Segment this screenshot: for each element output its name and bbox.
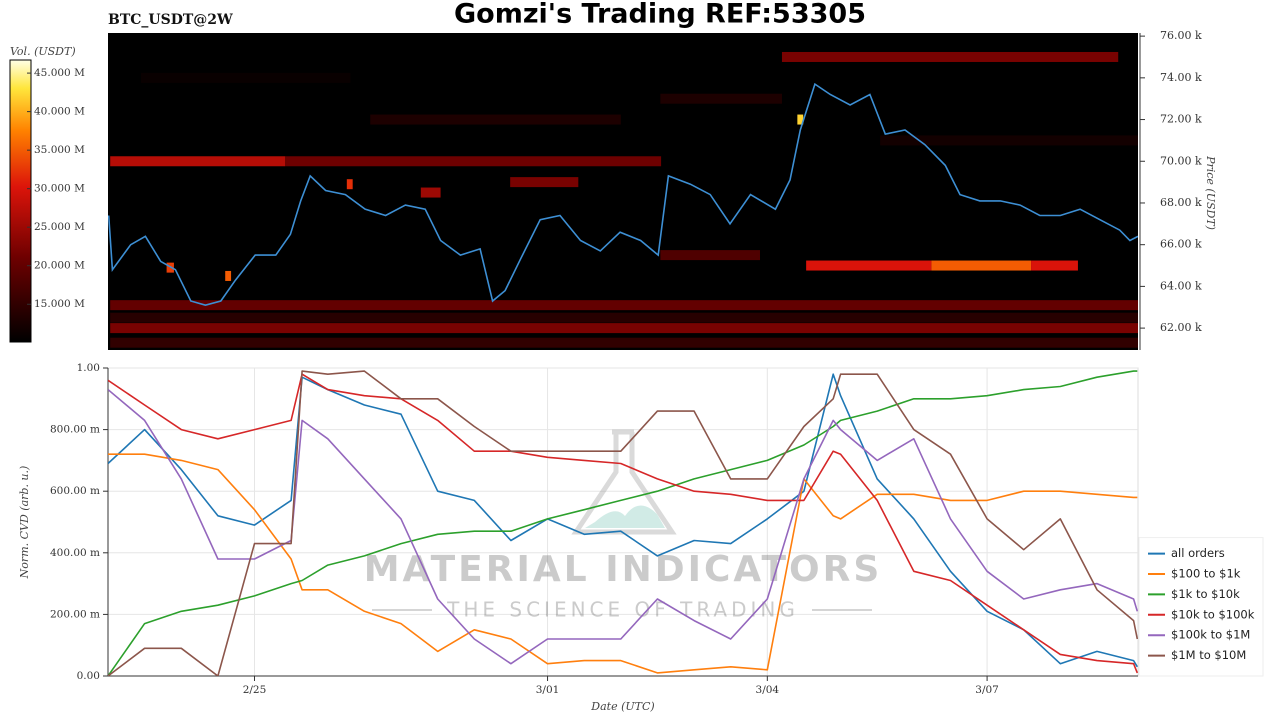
heatmap-cell	[140, 72, 351, 83]
y-tick-label: 66.00 k	[1160, 238, 1202, 251]
legend-box	[1138, 537, 1264, 677]
colorbar-tick-label: 35.000 M	[34, 144, 85, 156]
heatmap-cell	[110, 337, 1138, 348]
y-tick-label: 1.00	[77, 362, 100, 374]
legend-label: $10k to $100k	[1171, 607, 1255, 621]
y-axis-label: Norm. CVD (arb. u.)	[18, 466, 31, 580]
heatmap-cell	[110, 323, 1138, 334]
lines-layer	[108, 370, 1138, 676]
colorbar-tick-label: 30.000 M	[34, 183, 85, 195]
y-tick-label: 70.00 k	[1160, 154, 1202, 167]
watermark: MATERIAL INDICATORS THE SCIENCE OF TRADI…	[364, 429, 883, 622]
watermark-logo	[571, 429, 677, 535]
heatmap-cell	[660, 250, 760, 261]
heatmap-cell	[797, 114, 804, 125]
chart-title: Gomzi's Trading REF:53305	[454, 0, 866, 30]
y-tick-label: 600.00 m	[50, 485, 100, 497]
y-tick-label: 74.00 k	[1160, 71, 1202, 84]
chart-subtitle: BTC_USDT@2W	[108, 12, 233, 28]
x-tick-label: 3/01	[536, 684, 560, 696]
y-tick-label: 72.00 k	[1160, 113, 1202, 126]
heatmap-cell	[1031, 260, 1078, 271]
heatmap-cell	[806, 260, 932, 271]
price-line	[108, 82, 1138, 307]
heatmap-cell	[346, 179, 353, 190]
series-line	[108, 453, 1138, 674]
heatmap-cell	[781, 51, 1119, 62]
heatmap-cell	[225, 270, 232, 281]
x-tick-label: 3/04	[756, 684, 780, 696]
colorbar-tick-label: 40.000 M	[34, 106, 85, 118]
colorbar	[9, 59, 32, 343]
watermark-subtext: THE SCIENCE OF TRADING	[446, 598, 799, 622]
heatmap-cell	[420, 187, 441, 198]
colorbar-tick-label: 20.000 M	[34, 260, 85, 272]
colorbar-tick-label: 15.000 M	[34, 298, 85, 310]
heatmap-cell	[510, 177, 579, 188]
y-tick-label: 68.00 k	[1160, 196, 1202, 209]
x-tick-label: 2/25	[243, 684, 267, 696]
heatmap-background	[108, 33, 1138, 350]
series-line	[108, 373, 1138, 668]
watermark-logo-fill	[585, 505, 665, 528]
heatmap-cell	[110, 300, 1138, 311]
plot-background	[107, 367, 1139, 677]
heatmap-cell	[110, 156, 286, 167]
legend-label: all orders	[1171, 546, 1225, 560]
y-tick-label: 400.00 m	[50, 547, 100, 559]
legend-label: $100 to $1k	[1171, 567, 1241, 581]
heatmap-cell	[931, 260, 1032, 271]
y-axis-label: Price (USDT)	[1204, 155, 1217, 230]
y-tick-label: 800.00 m	[50, 424, 100, 436]
legend-label: $1M to $10M	[1171, 648, 1246, 662]
y-tick-label: 0.00	[77, 670, 100, 682]
colorbar-label: Vol. (USDT)	[10, 45, 76, 58]
heatmap-layer	[108, 51, 1138, 348]
heatmap-cell	[110, 312, 1138, 323]
legend: all orders $100 to $1k $1k to $10k $10k to …	[1138, 537, 1264, 677]
heatmap-cell	[370, 114, 621, 125]
heatmap-cell	[285, 156, 662, 167]
colorbar-tick-label: 25.000 M	[34, 221, 85, 233]
x-axis-label: Date (UTC)	[590, 700, 654, 713]
y-tick-label: 62.00 k	[1160, 321, 1202, 334]
series-line	[108, 370, 1138, 676]
series-line	[108, 370, 1138, 676]
x-tick-label: 3/07	[975, 684, 999, 696]
heatmap-cell	[660, 93, 782, 104]
legend-label: $1k to $10k	[1171, 587, 1240, 601]
watermark-text: MATERIAL INDICATORS	[364, 549, 883, 590]
y-tick-label: 76.00 k	[1160, 29, 1202, 42]
series-line	[108, 373, 1138, 674]
legend-label: $100k to $1M	[1171, 628, 1250, 642]
heatmap-cell	[880, 135, 1138, 146]
colorbar-tick-label: 45.000 M	[34, 67, 85, 79]
y-tick-label: 200.00 m	[50, 608, 100, 620]
y-tick-label: 64.00 k	[1160, 279, 1202, 292]
